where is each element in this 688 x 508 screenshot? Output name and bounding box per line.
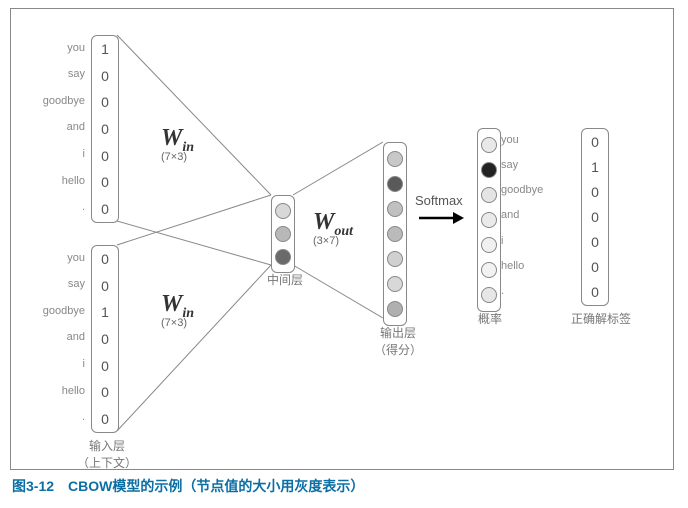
word-label: . bbox=[29, 202, 85, 213]
word-label: and bbox=[29, 332, 85, 343]
vector: 1000000 bbox=[91, 35, 119, 223]
layer-label: 输出层（得分） bbox=[363, 324, 433, 358]
word-label: hello bbox=[29, 176, 85, 187]
layer-label: 输入层（上下文） bbox=[67, 437, 147, 471]
node-column bbox=[383, 142, 407, 326]
word-label: goodbye bbox=[29, 306, 85, 317]
word-label: you bbox=[29, 43, 85, 54]
word-label: hello bbox=[501, 261, 557, 272]
weight-dim: (3×7) bbox=[313, 235, 339, 247]
weight-dim: (7×3) bbox=[161, 151, 187, 163]
layer-label: 概率 bbox=[465, 310, 515, 327]
word-label: and bbox=[29, 122, 85, 133]
word-label: goodbye bbox=[501, 185, 557, 196]
word-label: i bbox=[29, 149, 85, 160]
word-label: you bbox=[29, 253, 85, 264]
word-label: say bbox=[501, 160, 557, 171]
word-label: goodbye bbox=[29, 96, 85, 107]
softmax-label: Softmax bbox=[415, 193, 463, 208]
word-label: . bbox=[501, 286, 557, 297]
word-label: say bbox=[29, 69, 85, 80]
word-label: you bbox=[501, 135, 557, 146]
word-label: i bbox=[501, 236, 557, 247]
node-column bbox=[271, 195, 295, 273]
word-label: say bbox=[29, 279, 85, 290]
word-label: and bbox=[501, 210, 557, 221]
node-column bbox=[477, 128, 501, 312]
vector: 0010000 bbox=[91, 245, 119, 433]
arrow-icon bbox=[417, 209, 465, 232]
layer-label: 中间层 bbox=[255, 271, 315, 288]
weight-dim: (7×3) bbox=[161, 317, 187, 329]
word-label: hello bbox=[29, 386, 85, 397]
caption: 图3-12 CBOW模型的示例（节点值的大小用灰度表示） bbox=[12, 476, 364, 496]
layer-label: 正确解标签 bbox=[561, 310, 641, 327]
word-label: . bbox=[29, 412, 85, 423]
word-label: i bbox=[29, 359, 85, 370]
vector: 0100000 bbox=[581, 128, 609, 306]
